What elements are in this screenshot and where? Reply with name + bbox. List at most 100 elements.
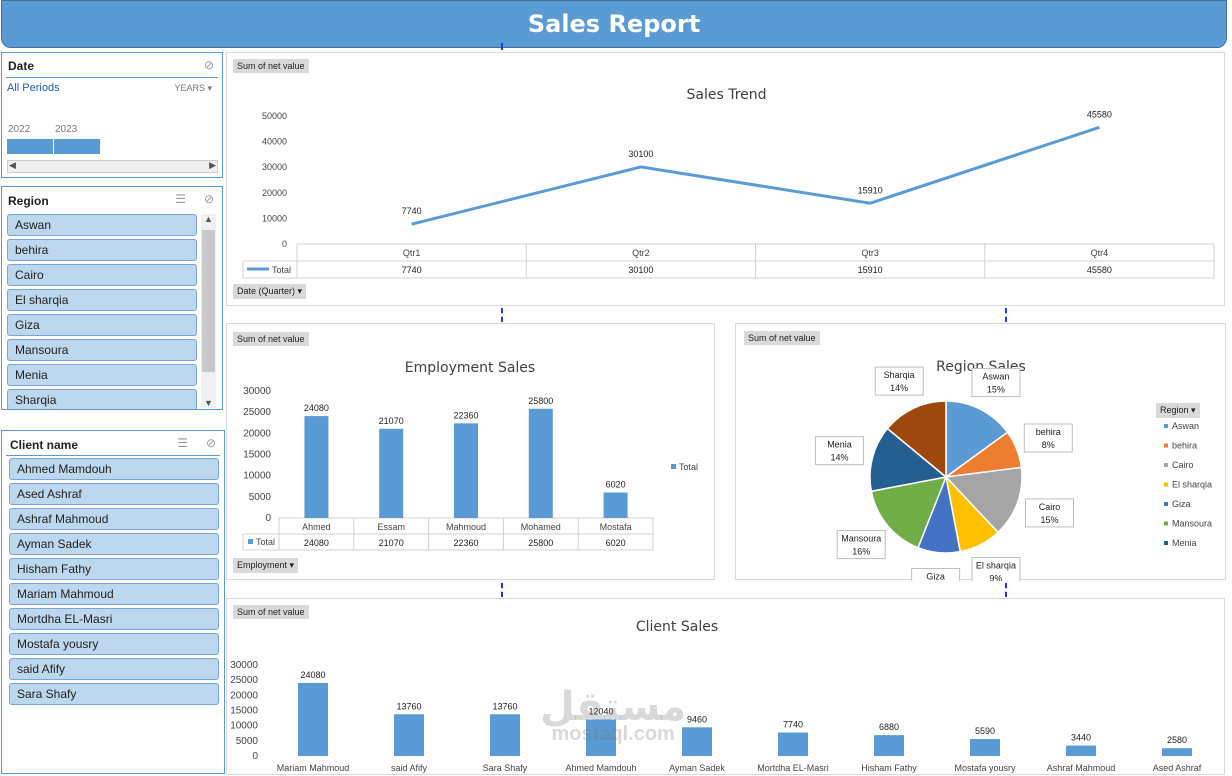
region-slicer[interactable]: Region ☰ ⊘ Aswan behira Cairo El sharqia… xyxy=(1,186,223,410)
region-item-el-sharqia[interactable]: El sharqia xyxy=(7,289,197,311)
chevron-down-icon: ▾ xyxy=(1191,405,1196,415)
multi-select-icon[interactable]: ☰ xyxy=(175,192,186,206)
legend-key xyxy=(1164,463,1168,467)
client-item[interactable]: Ashraf Mahmoud xyxy=(9,508,219,530)
timeline-scrollbar[interactable]: ◀ ▶ xyxy=(7,160,218,173)
scroll-down-icon[interactable]: ▼ xyxy=(204,398,213,408)
region-scrollbar[interactable]: ▲ ▼ xyxy=(201,214,216,408)
data-label: 8% xyxy=(1042,440,1055,450)
client-item[interactable]: Ayman Sadek xyxy=(9,533,219,555)
y-tick-label: 15000 xyxy=(243,450,271,461)
y-tick-label: 5000 xyxy=(236,736,259,747)
scroll-thumb[interactable] xyxy=(202,230,215,372)
table-value: 22360 xyxy=(453,538,478,548)
region-filter[interactable]: Region ▾ xyxy=(1156,403,1200,418)
region-item-aswan[interactable]: Aswan xyxy=(7,214,197,236)
timeline-bar-2022[interactable] xyxy=(7,139,53,154)
time-level-dropdown[interactable]: YEARS ▾ xyxy=(174,83,212,93)
y-tick-label: 30000 xyxy=(262,162,287,172)
client-slicer[interactable]: Client name ☰ ⊘ Ahmed Mamdouh Ased Ashra… xyxy=(1,430,225,774)
data-label: 25800 xyxy=(528,396,553,406)
y-tick-label: 0 xyxy=(265,513,271,524)
legend-key xyxy=(248,539,253,544)
region-item-mansoura[interactable]: Mansoura xyxy=(7,339,197,361)
client-item[interactable]: said Afify xyxy=(9,658,219,680)
data-label-box xyxy=(874,366,924,396)
table-value: 24080 xyxy=(304,538,329,548)
data-label-box xyxy=(1024,498,1074,528)
x-tick-label: Mohamed xyxy=(521,522,561,532)
region-item-menia[interactable]: Menia xyxy=(7,364,197,386)
region-sales-panel[interactable]: Sum of net value Region Sales Aswan 15% be… xyxy=(735,323,1226,581)
data-label-box xyxy=(911,568,961,581)
employment-sales-panel[interactable]: Sum of net value Employment Sales 0 5000 1… xyxy=(226,323,715,580)
legend-key xyxy=(1164,482,1168,487)
multi-select-icon[interactable]: ☰ xyxy=(177,436,188,450)
region-sales-chart: Aswan 15% behira 8% Cairo 15% El sharqia 9% Giza… xyxy=(814,366,1212,581)
y-tick-label: 15000 xyxy=(230,706,258,717)
chart-title: Client Sales xyxy=(635,619,719,635)
region-item-sharqia[interactable]: Sharqia xyxy=(7,389,197,409)
client-slicer-title: Client name xyxy=(10,438,79,452)
region-item-giza[interactable]: Giza xyxy=(7,314,197,336)
bar xyxy=(490,714,520,756)
data-label: 14% xyxy=(830,453,848,463)
client-item[interactable]: Ased Ashraf xyxy=(9,483,219,505)
bar xyxy=(778,732,808,756)
clear-filter-icon[interactable]: ⊘ xyxy=(205,436,216,450)
y-tick-label: 0 xyxy=(282,239,287,249)
field-tag[interactable]: Sum of net value xyxy=(233,332,309,346)
x-tick-label: Mahmoud xyxy=(446,522,486,532)
data-label: 9% xyxy=(989,573,1002,581)
y-tick-label: 25000 xyxy=(230,675,258,686)
legend-label: El sharqia xyxy=(1172,480,1212,490)
data-label: behira xyxy=(1036,427,1061,437)
date-quarter-filter[interactable]: Date (Quarter) ▾ xyxy=(233,284,307,299)
pie-slice xyxy=(944,466,1023,534)
region-item-cairo[interactable]: Cairo xyxy=(7,264,197,286)
x-tick-label: Qtr1 xyxy=(403,248,421,258)
scroll-up-icon[interactable]: ▲ xyxy=(204,214,213,224)
watermark-latin: mostaql.com xyxy=(551,723,675,745)
bar xyxy=(970,739,1000,756)
x-tick-label: Ahmed xyxy=(302,522,331,532)
sales-trend-panel[interactable]: Sum of net value Sales Trend 0 10000 20000… xyxy=(226,52,1225,306)
chevron-down-icon: ▾ xyxy=(207,83,212,93)
data-label: 14% xyxy=(890,383,908,393)
client-item[interactable]: Ahmed Mamdouh xyxy=(9,458,219,480)
data-label: 7740 xyxy=(402,206,422,216)
data-label: 13760 xyxy=(492,701,517,711)
client-item[interactable]: Mortdha EL-Masri xyxy=(9,608,219,630)
x-tick-label: Essam xyxy=(377,522,405,532)
chart-title: Sales Trend xyxy=(686,87,767,103)
pie-slice xyxy=(869,427,948,493)
client-item[interactable]: Mostafa yousry xyxy=(9,633,219,655)
client-sales-chart: 0 5000 10000 15000 20000 25000 30000 24080 Maria… xyxy=(230,660,1202,773)
client-sales-panel[interactable]: Sum of net value Client Sales 0 5000 10000… xyxy=(226,598,1225,775)
client-item[interactable]: Mariam Mahmoud xyxy=(9,583,219,605)
date-slicer[interactable]: Date ⊘ All Periods YEARS ▾ 2022 2023 ◀ ▶ xyxy=(1,52,223,178)
scroll-right-icon[interactable]: ▶ xyxy=(209,160,216,170)
client-item[interactable]: Hisham Fathy xyxy=(9,558,219,580)
legend-label: Menia xyxy=(1172,538,1197,548)
timeline-bar-2023[interactable] xyxy=(54,139,100,154)
chevron-down-icon: ▾ xyxy=(289,560,295,570)
employment-filter[interactable]: Employment ▾ xyxy=(233,558,299,573)
clear-filter-icon[interactable]: ⊘ xyxy=(203,58,214,72)
client-item[interactable]: Sara Shafy xyxy=(9,683,219,705)
x-tick-label: Mariam Mahmoud xyxy=(277,763,350,773)
clear-filter-icon[interactable]: ⊘ xyxy=(203,192,214,206)
bar xyxy=(394,714,424,756)
region-item-behira[interactable]: behira xyxy=(7,239,197,261)
data-label: 45580 xyxy=(1087,109,1112,119)
data-label: 9460 xyxy=(687,714,707,724)
sales-trend-chart: 0 10000 20000 30000 40000 50000 Total Qtr1 7740 Q… xyxy=(242,109,1215,279)
data-label: 15% xyxy=(987,385,1005,395)
scroll-left-icon[interactable]: ◀ xyxy=(9,160,16,170)
legend-label: Aswan xyxy=(1172,421,1199,431)
field-tag[interactable]: Sum of net value xyxy=(233,605,309,619)
field-tag[interactable]: Sum of net value xyxy=(744,331,820,345)
field-tag[interactable]: Sum of net value xyxy=(233,59,309,73)
watermark: مستقل mostaql.com xyxy=(540,685,686,746)
all-periods-label: All Periods xyxy=(7,82,60,94)
